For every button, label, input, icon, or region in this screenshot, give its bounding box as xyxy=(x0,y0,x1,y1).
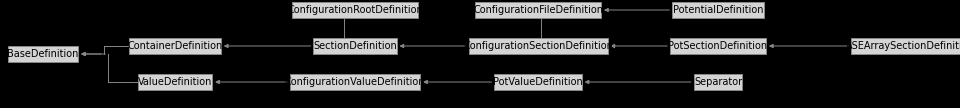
FancyBboxPatch shape xyxy=(8,46,78,62)
FancyBboxPatch shape xyxy=(130,38,221,54)
FancyBboxPatch shape xyxy=(314,38,396,54)
Text: ValueDefinition: ValueDefinition xyxy=(138,77,212,87)
Text: ASEArraySectionDefinition: ASEArraySectionDefinition xyxy=(846,41,960,51)
FancyBboxPatch shape xyxy=(475,2,601,18)
Text: ConfigurationFileDefinition: ConfigurationFileDefinition xyxy=(473,5,603,15)
FancyBboxPatch shape xyxy=(290,74,420,90)
Text: PotValueDefinition: PotValueDefinition xyxy=(493,77,583,87)
Text: ConfigurationValueDefinition: ConfigurationValueDefinition xyxy=(285,77,425,87)
Text: SectionDefinition: SectionDefinition xyxy=(313,41,396,51)
Text: Separator: Separator xyxy=(694,77,742,87)
FancyBboxPatch shape xyxy=(468,38,608,54)
FancyBboxPatch shape xyxy=(137,74,212,90)
Text: ConfigurationRootDefinition: ConfigurationRootDefinition xyxy=(287,5,422,15)
Text: PotentialDefinition: PotentialDefinition xyxy=(673,5,763,15)
Text: PotSectionDefinition: PotSectionDefinition xyxy=(668,41,768,51)
FancyBboxPatch shape xyxy=(852,38,960,54)
Text: BaseDefinition: BaseDefinition xyxy=(8,49,79,59)
FancyBboxPatch shape xyxy=(694,74,742,90)
FancyBboxPatch shape xyxy=(494,74,582,90)
FancyBboxPatch shape xyxy=(672,2,764,18)
FancyBboxPatch shape xyxy=(670,38,766,54)
FancyBboxPatch shape xyxy=(292,2,418,18)
Text: ContainerDefinition: ContainerDefinition xyxy=(128,41,223,51)
Text: ConfigurationSectionDefinition: ConfigurationSectionDefinition xyxy=(463,41,612,51)
